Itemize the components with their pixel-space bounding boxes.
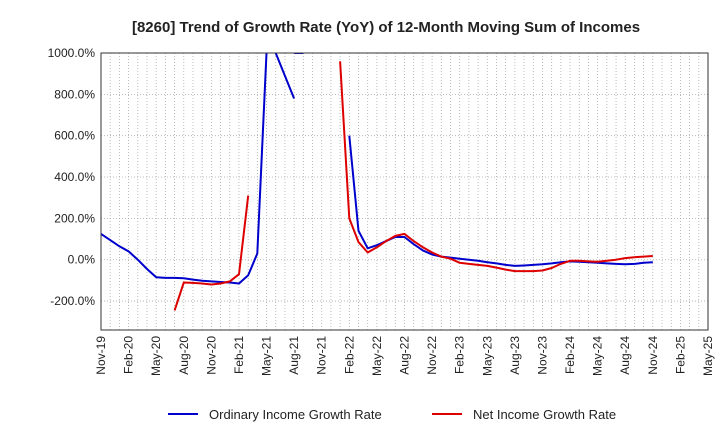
- plot-area-border: [100, 52, 709, 331]
- x-tick-label: Aug-24: [618, 336, 632, 375]
- y-tick-label: 200.0%: [54, 211, 95, 225]
- x-axis-ticks: Nov-19 Feb-20 May-20 Aug-20 Nov-20 Feb-21 May-…: [94, 336, 715, 376]
- x-tick-label: May-21: [260, 336, 274, 376]
- x-tick-label: Feb-24: [563, 336, 577, 374]
- y-tick-label: 800.0%: [54, 87, 95, 101]
- net-income-growth-rate-line: [339, 61, 653, 273]
- x-tick-label: Feb-23: [453, 336, 467, 374]
- y-tick-label: 400.0%: [54, 170, 95, 184]
- x-tick-label: May-25: [701, 336, 715, 376]
- x-tick-label: Aug-21: [287, 336, 301, 375]
- x-tick-label: Nov-21: [315, 336, 329, 375]
- y-axis-ticks: 1000.0% 800.0% 600.0% 400.0% 200.0% 0.0% -200.…: [48, 46, 96, 308]
- chart-title: [8260] Trend of Growth Rate (YoY) of 12-…: [132, 19, 640, 36]
- x-tick-label: Nov-20: [204, 336, 218, 375]
- legend: Ordinary Income Growth Rate Net Income Gr…: [168, 407, 616, 422]
- x-tick-label: May-23: [480, 336, 494, 376]
- x-tick-label: Nov-22: [425, 336, 439, 375]
- x-tick-label: Feb-22: [342, 336, 356, 374]
- ordinary-income-growth-rate-line: [348, 135, 653, 267]
- legend-label-ordinary-income-growth-rate: Ordinary Income Growth Rate: [209, 407, 382, 422]
- x-tick-label: Feb-25: [673, 336, 687, 374]
- x-tick-label: Aug-22: [398, 336, 412, 375]
- series-lines: [101, 53, 653, 311]
- ordinary-income-growth-rate-line: [101, 53, 268, 285]
- y-tick-label: 0.0%: [68, 253, 96, 267]
- x-tick-label: May-24: [591, 336, 605, 376]
- y-tick-label: -200.0%: [50, 294, 95, 308]
- x-tick-label: May-22: [370, 336, 384, 376]
- x-tick-label: May-20: [149, 336, 163, 376]
- x-tick-label: Aug-23: [508, 336, 522, 375]
- ordinary-income-growth-rate-line: [274, 53, 296, 99]
- x-tick-label: Nov-19: [94, 336, 108, 375]
- legend-label-net-income-growth-rate: Net Income Growth Rate: [473, 407, 616, 422]
- x-tick-label: Feb-20: [122, 336, 136, 374]
- x-tick-label: Aug-20: [177, 336, 191, 375]
- x-tick-label: Nov-23: [535, 336, 549, 375]
- y-tick-label: 1000.0%: [48, 46, 96, 60]
- x-tick-label: Feb-21: [232, 336, 246, 374]
- x-tick-label: Nov-24: [646, 336, 660, 375]
- grid: [100, 52, 709, 330]
- net-income-growth-rate-line: [173, 195, 250, 311]
- y-tick-label: 600.0%: [54, 129, 95, 143]
